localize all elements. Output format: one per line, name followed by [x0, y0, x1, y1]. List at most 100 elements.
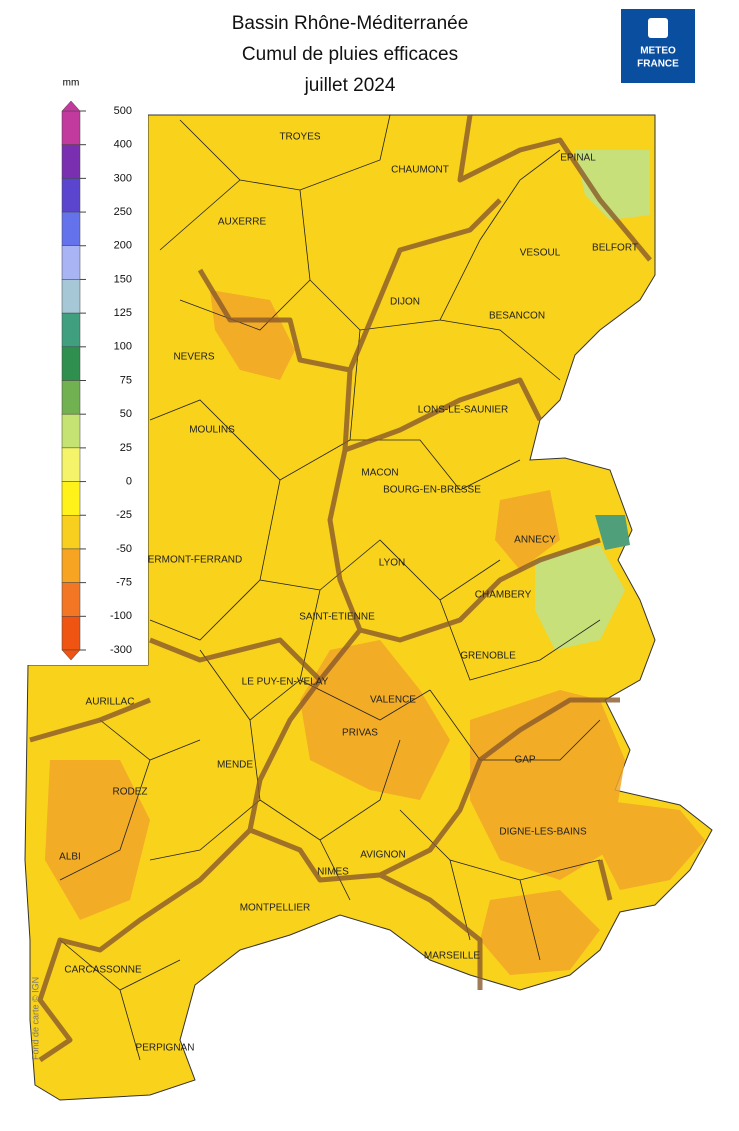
city-label: CARCASSONNE: [64, 965, 142, 976]
zone: [300, 640, 450, 800]
city-label: VESOUL: [520, 248, 561, 259]
city-label: MARSEILLE: [424, 951, 480, 962]
city-label: ANNECY: [514, 535, 556, 546]
legend: mm 5004003002502001501251007550250-25-50…: [61, 78, 132, 661]
zone: [210, 290, 295, 380]
title-line: juillet 2024: [304, 75, 396, 96]
city-label: RODEZ: [113, 787, 148, 798]
map: TROYES CHAUMONT EPINAL AUXERRE VESOUL BELFORT…: [24, 114, 713, 1101]
city-label: BESANCON: [489, 311, 545, 322]
wet-zones: [535, 150, 650, 650]
city-label: GAP: [514, 755, 535, 766]
city-label: GRENOBLE: [460, 651, 516, 662]
city-label: DIJON: [390, 297, 420, 308]
city-label: LONS-LE-SAUNIER: [418, 405, 509, 416]
legend-label: 400: [114, 139, 132, 151]
city-label: LE PUY-EN-VELAY: [242, 677, 329, 688]
legend-label: 100: [114, 341, 132, 353]
legend-background: [25, 68, 148, 665]
city-label: AVIGNON: [360, 850, 405, 861]
logo: METEO FRANCE: [621, 9, 695, 83]
legend-swatch: [61, 245, 81, 280]
city-labels: TROYES CHAUMONT EPINAL AUXERRE VESOUL BELFORT…: [59, 132, 638, 1054]
city-label: ALBI: [59, 852, 81, 863]
city-label: MACON: [361, 468, 398, 479]
logo-icon: [648, 18, 668, 38]
city-label: SAINT-ETIENNE: [299, 612, 375, 623]
border: [59, 114, 601, 1061]
legend-label: 500: [114, 105, 132, 117]
city-label: DIGNE-LES-BAINS: [499, 827, 587, 838]
legend-label: -75: [116, 577, 132, 589]
border: [29, 114, 652, 1063]
legend-swatch: [61, 380, 81, 415]
city-label: MENDE: [217, 760, 253, 771]
legend-swatch: [61, 515, 81, 550]
legend-swatch: [61, 582, 81, 617]
zone: [495, 490, 560, 570]
city-label: VALENCE: [370, 695, 416, 706]
zone: [595, 515, 630, 550]
legend-label: 0: [126, 475, 132, 487]
legend-label: -25: [116, 509, 132, 521]
legend-swatch: [61, 312, 81, 348]
city-label: NEVERS: [173, 352, 214, 363]
zone: [480, 890, 600, 975]
legend-arrow: [61, 649, 81, 661]
legend-label: 150: [114, 273, 132, 285]
city-label: AURILLAC: [86, 697, 135, 708]
city-label: AUXERRE: [218, 217, 267, 228]
credit: Fond de carte © IGN: [30, 977, 40, 1060]
zone: [45, 760, 150, 920]
legend-label: 125: [114, 307, 132, 319]
legend-swatch: [61, 279, 81, 314]
city-label: BELFORT: [592, 243, 638, 254]
legend-swatch: [61, 481, 81, 516]
legend-label: 300: [114, 172, 132, 184]
legend-unit: mm: [63, 78, 80, 89]
legend-label: 250: [114, 206, 132, 218]
city-label: NIMES: [317, 867, 349, 878]
city-label: TROYES: [279, 132, 320, 143]
logo-text: METEO: [640, 46, 676, 57]
logo-text: FRANCE: [637, 59, 679, 70]
legend-swatch: [61, 144, 81, 179]
city-label: LYON: [379, 558, 406, 569]
legend-swatch: [61, 110, 81, 145]
legend-arrow: [61, 100, 81, 112]
zone: [575, 150, 650, 220]
city-label: MONTPELLIER: [240, 903, 311, 914]
department-borders: [59, 114, 601, 1061]
legend-label: -300: [110, 644, 132, 656]
zone: [535, 545, 625, 650]
city-label: PERPIGNAN: [136, 1043, 195, 1054]
title-line: Bassin Rhône-Méditerranée: [232, 13, 469, 34]
rain-deficit-zones: [45, 290, 705, 975]
legend-label: -100: [110, 610, 132, 622]
legend-swatch: [61, 346, 81, 381]
legend-swatch: [61, 616, 81, 651]
city-label: BOURG-EN-BRESSE: [383, 485, 481, 496]
legend-swatch: [61, 413, 81, 449]
city-label: PRIVAS: [342, 728, 378, 739]
legend-label: 200: [114, 240, 132, 252]
legend-label: 50: [120, 408, 132, 420]
city-label: CHAMBERY: [475, 590, 532, 601]
title-line: Cumul de pluies efficaces: [242, 44, 458, 65]
city-label: MOULINS: [189, 425, 235, 436]
legend-swatch: [61, 548, 81, 583]
city-label: CHAUMONT: [391, 165, 449, 176]
legend-swatch: [61, 211, 81, 246]
legend-swatch: [61, 178, 81, 213]
header: Bassin Rhône-Méditerranée Cumul de pluie…: [232, 13, 469, 96]
legend-label: 25: [120, 442, 132, 454]
legend-swatch: [61, 447, 81, 482]
region-borders: [29, 114, 652, 1063]
legend-label: -50: [116, 543, 132, 555]
city-label: EPINAL: [560, 153, 596, 164]
legend-label: 75: [120, 374, 132, 386]
city-label: ERMONT-FERRAND: [148, 555, 242, 566]
zone: [600, 800, 705, 890]
